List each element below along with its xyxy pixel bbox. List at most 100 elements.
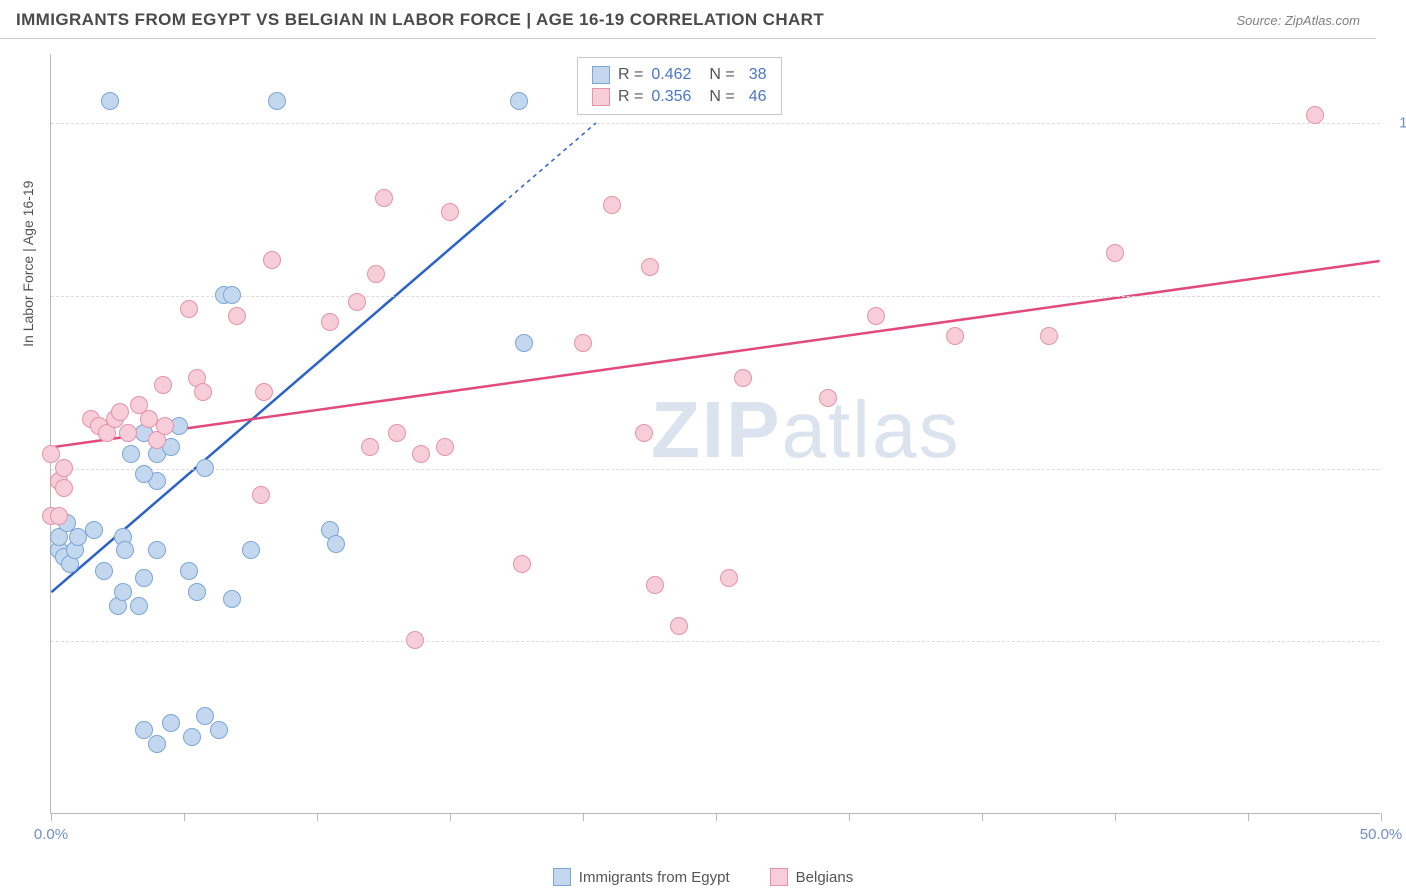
data-point-belgians [55,479,73,497]
data-point-belgians [321,313,339,331]
legend-item: Belgians [770,868,854,886]
title-bar: IMMIGRANTS FROM EGYPT VS BELGIAN IN LABO… [0,0,1376,39]
data-point-egypt [162,714,180,732]
data-point-egypt [242,541,260,559]
data-point-egypt [85,521,103,539]
data-point-belgians [255,383,273,401]
legend-swatch [553,868,571,886]
gridline-h [51,469,1380,470]
data-point-belgians [119,424,137,442]
data-point-belgians [670,617,688,635]
stat-n-label: N = [709,66,734,84]
data-point-belgians [603,196,621,214]
data-point-belgians [574,334,592,352]
trend-lines [51,54,1380,813]
data-point-belgians [375,189,393,207]
data-point-belgians [513,555,531,573]
chart-title: IMMIGRANTS FROM EGYPT VS BELGIAN IN LABO… [16,10,824,30]
x-tick-label: 0.0% [34,826,68,843]
x-tick [716,813,717,821]
data-point-egypt [515,334,533,352]
stat-n-label: N = [709,88,734,106]
stats-legend-box: R = 0.462 N = 38 R = 0.356 N = 46 [577,57,782,115]
stat-n-value: 38 [749,66,767,84]
data-point-belgians [1306,106,1324,124]
data-point-belgians [348,293,366,311]
data-point-belgians [635,424,653,442]
stat-r-value: 0.462 [651,66,691,84]
x-tick [1248,813,1249,821]
legend-swatch [592,66,610,84]
legend-label: Belgians [796,869,854,886]
data-point-belgians [111,403,129,421]
data-point-belgians [194,383,212,401]
gridline-h [51,123,1380,124]
stats-row-egypt: R = 0.462 N = 38 [592,64,767,86]
data-point-belgians [406,631,424,649]
x-tick [982,813,983,821]
x-tick [51,813,52,821]
x-tick [317,813,318,821]
data-point-belgians [819,389,837,407]
data-point-belgians [734,369,752,387]
legend-swatch [592,88,610,106]
x-tick [849,813,850,821]
legend-item: Immigrants from Egypt [553,868,730,886]
data-point-belgians [388,424,406,442]
x-tick [1381,813,1382,821]
data-point-belgians [1040,327,1058,345]
data-point-belgians [228,307,246,325]
x-tick [1115,813,1116,821]
data-point-belgians [156,417,174,435]
stat-r-label: R = [618,88,643,106]
data-point-belgians [361,438,379,456]
data-point-belgians [641,258,659,276]
gridline-h [51,641,1380,642]
data-point-egypt [510,92,528,110]
source-label: Source: ZipAtlas.com [1236,13,1360,28]
stat-n-value: 46 [749,88,767,106]
data-point-belgians [154,376,172,394]
data-point-egypt [223,286,241,304]
data-point-egypt [210,721,228,739]
data-point-egypt [183,728,201,746]
data-point-belgians [720,569,738,587]
legend-label: Immigrants from Egypt [579,869,730,886]
bottom-legend: Immigrants from Egypt Belgians [0,868,1406,886]
data-point-egypt [148,735,166,753]
data-point-egypt [114,583,132,601]
data-point-belgians [946,327,964,345]
data-point-belgians [1106,244,1124,262]
data-point-egypt [268,92,286,110]
y-tick-label: 100.0% [1399,115,1406,132]
gridline-h [51,296,1380,297]
data-point-egypt [196,459,214,477]
data-point-egypt [130,597,148,615]
data-point-egypt [180,562,198,580]
stats-row-belgians: R = 0.356 N = 46 [592,86,767,108]
stat-r-label: R = [618,66,643,84]
data-point-egypt [327,535,345,553]
data-point-egypt [135,569,153,587]
stat-r-value: 0.356 [651,88,691,106]
data-point-belgians [367,265,385,283]
x-tick-label: 50.0% [1360,826,1403,843]
scatter-plot: ZIPatlas R =0.462N =38R =0.356N =46 25.0… [50,54,1380,814]
data-point-belgians [646,576,664,594]
legend-swatch [770,868,788,886]
data-point-belgians [55,459,73,477]
data-point-belgians [436,438,454,456]
data-point-egypt [188,583,206,601]
data-point-egypt [95,562,113,580]
data-point-egypt [135,465,153,483]
x-tick [184,813,185,821]
data-point-belgians [263,251,281,269]
x-tick [583,813,584,821]
data-point-egypt [223,590,241,608]
data-point-belgians [412,445,430,463]
data-point-egypt [148,541,166,559]
data-point-belgians [50,507,68,525]
x-tick [450,813,451,821]
watermark: ZIPatlas [651,384,960,476]
data-point-egypt [116,541,134,559]
